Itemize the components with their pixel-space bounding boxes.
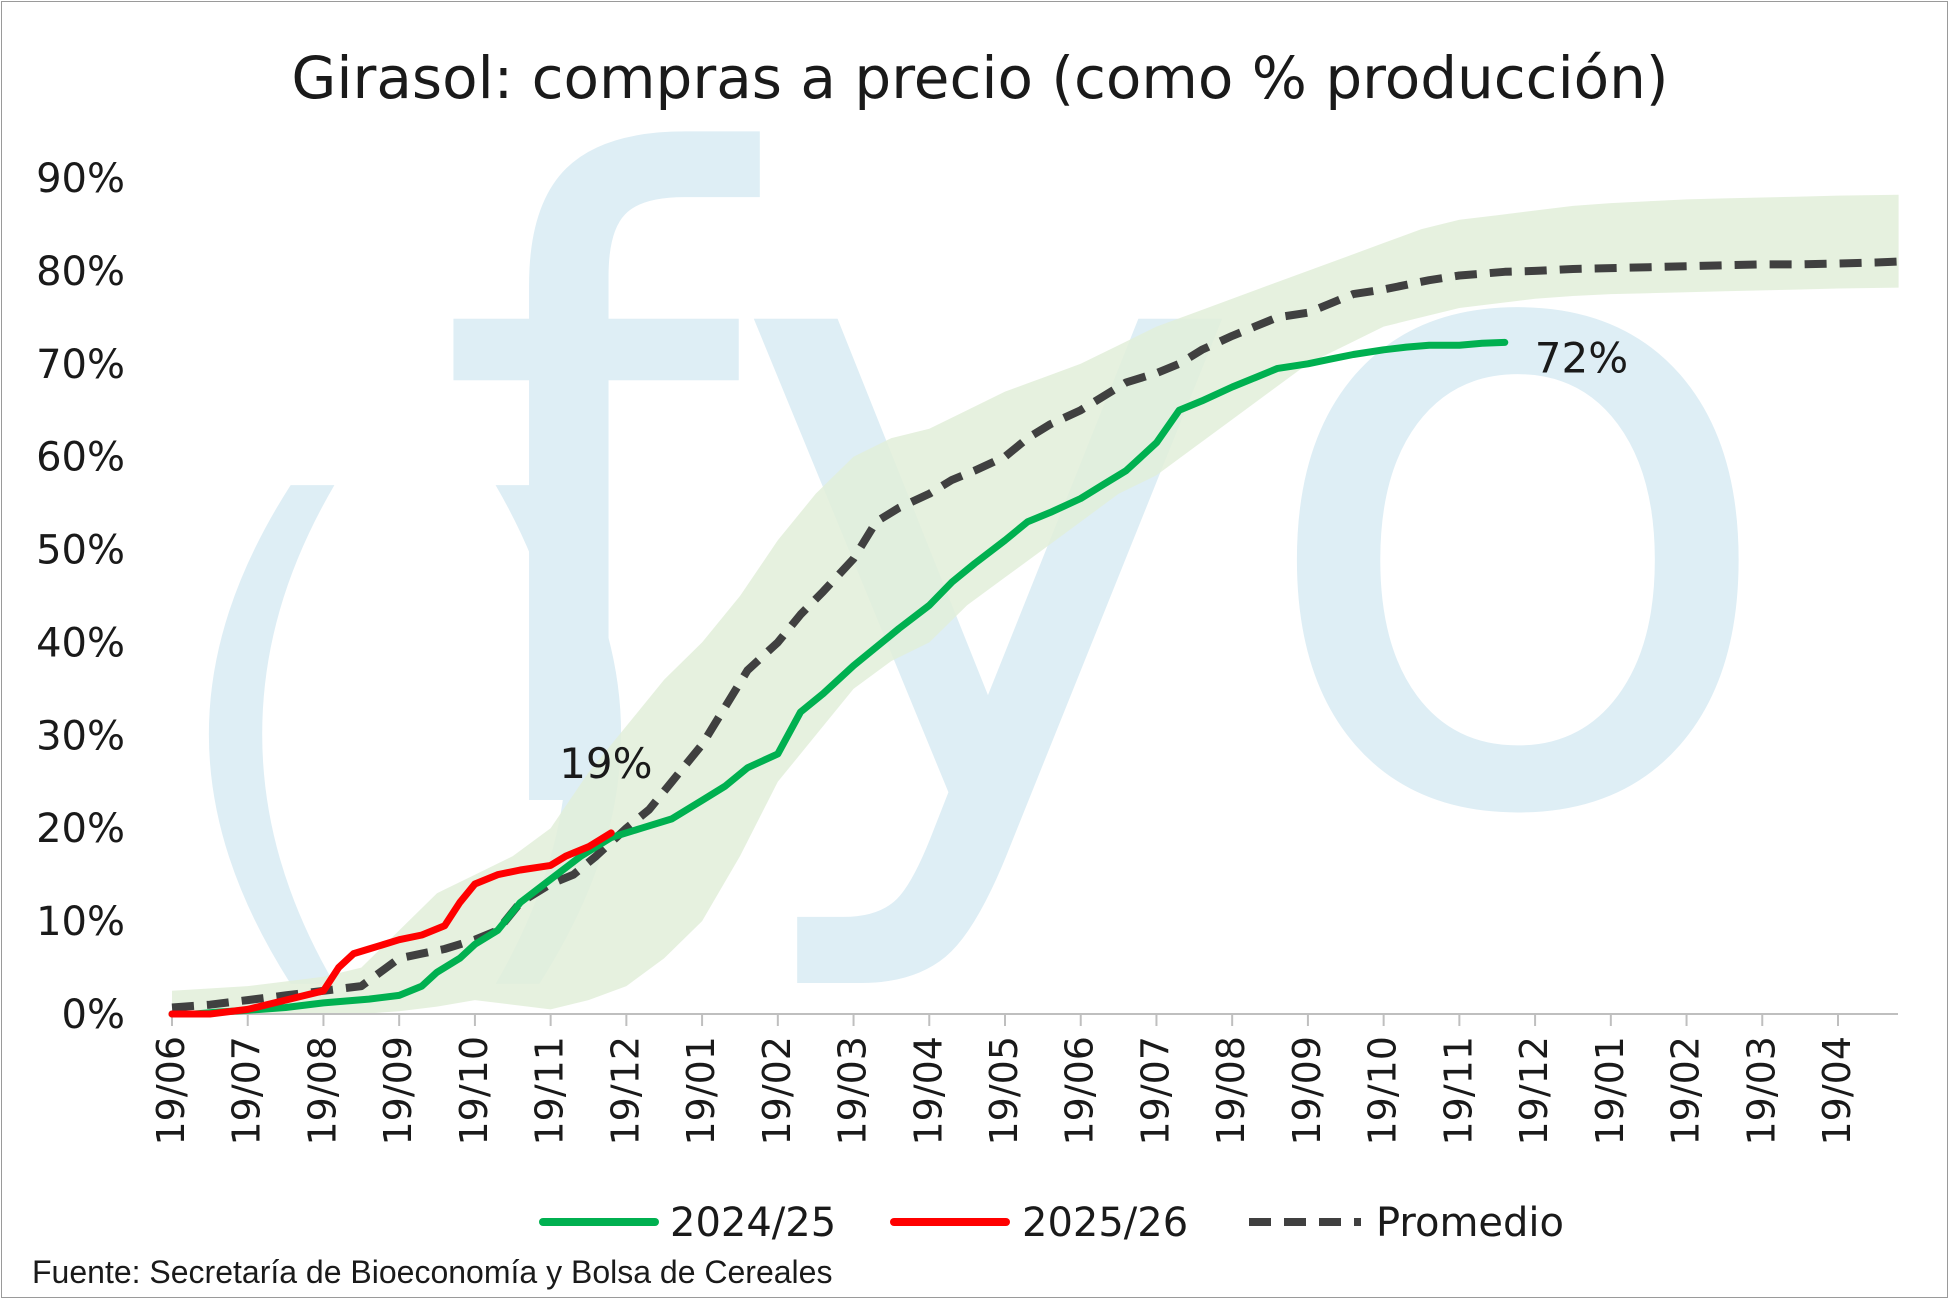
legend-label: 2024/25 bbox=[670, 1200, 836, 1246]
series-line-2024-25 bbox=[168, 338, 1509, 1018]
x-tick-label: 19/02 bbox=[755, 1036, 799, 1146]
y-tick-label: 20% bbox=[36, 806, 125, 852]
x-tick-label: 19/07 bbox=[225, 1036, 269, 1146]
x-tick-label: 19/04 bbox=[906, 1036, 950, 1146]
x-tick-label: 19/06 bbox=[149, 1036, 193, 1146]
source-note: Fuente: Secretaría de Bioeconomía y Bols… bbox=[32, 1254, 832, 1290]
chart-title: Girasol: compras a precio (como % produc… bbox=[291, 44, 1668, 112]
end-label-2024-25: 72% bbox=[1535, 333, 1628, 382]
x-tick-label: 19/09 bbox=[1285, 1036, 1329, 1146]
x-tick-label: 19/11 bbox=[528, 1036, 572, 1146]
y-tick-label: 50% bbox=[36, 528, 125, 574]
x-tick-label: 19/11 bbox=[1436, 1036, 1480, 1146]
end-label-2025-26: 19% bbox=[559, 739, 652, 788]
y-tick-label: 10% bbox=[36, 899, 125, 945]
x-tick-label: 19/10 bbox=[452, 1036, 496, 1146]
x-tick-label: 19/05 bbox=[982, 1036, 1026, 1146]
x-tick-label: 19/06 bbox=[1058, 1036, 1102, 1146]
x-tick-label: 19/02 bbox=[1664, 1036, 1708, 1146]
series-line-promedio bbox=[171, 257, 1899, 1012]
x-tick-label: 19/07 bbox=[1133, 1036, 1177, 1146]
x-tick-label: 19/12 bbox=[603, 1036, 647, 1146]
y-tick-label: 70% bbox=[36, 342, 125, 388]
series-line-2025-26 bbox=[168, 829, 615, 1018]
x-axis-ticks: 19/06 19/07 19/08 19/09 19/10 19/11 19/12 19/01… bbox=[149, 1014, 1859, 1146]
x-tick-label: 19/01 bbox=[679, 1036, 723, 1146]
y-tick-label: 80% bbox=[36, 249, 125, 295]
legend: 2024/25 2025/26 Promedio bbox=[539, 1200, 1564, 1246]
y-tick-label: 0% bbox=[62, 992, 125, 1038]
end-labels: 72% 19% bbox=[559, 333, 1628, 787]
historical-range-band bbox=[172, 194, 1899, 1014]
x-tick-label: 19/10 bbox=[1361, 1036, 1405, 1146]
legend-label: 2025/26 bbox=[1022, 1200, 1188, 1246]
x-tick-label: 19/08 bbox=[1209, 1036, 1253, 1146]
legend-label: Promedio bbox=[1376, 1200, 1564, 1246]
x-tick-label: 19/12 bbox=[1512, 1036, 1556, 1146]
x-tick-label: 19/08 bbox=[300, 1036, 344, 1146]
y-tick-label: 60% bbox=[36, 435, 125, 481]
series-layer bbox=[168, 257, 1899, 1018]
x-tick-label: 19/04 bbox=[1815, 1036, 1859, 1146]
y-tick-label: 30% bbox=[36, 713, 125, 759]
y-tick-label: 40% bbox=[36, 620, 125, 666]
y-tick-label: 90% bbox=[36, 156, 125, 202]
x-tick-label: 19/09 bbox=[376, 1036, 420, 1146]
x-tick-label: 19/03 bbox=[831, 1036, 875, 1146]
watermark-paren-left: ( bbox=[161, 391, 379, 1043]
x-tick-label: 19/03 bbox=[1739, 1036, 1783, 1146]
y-axis-ticks: 0% 10% 20% 30% 40% 50% 60% 70% 80% 90% bbox=[36, 156, 125, 1038]
x-tick-label: 19/01 bbox=[1588, 1036, 1632, 1146]
